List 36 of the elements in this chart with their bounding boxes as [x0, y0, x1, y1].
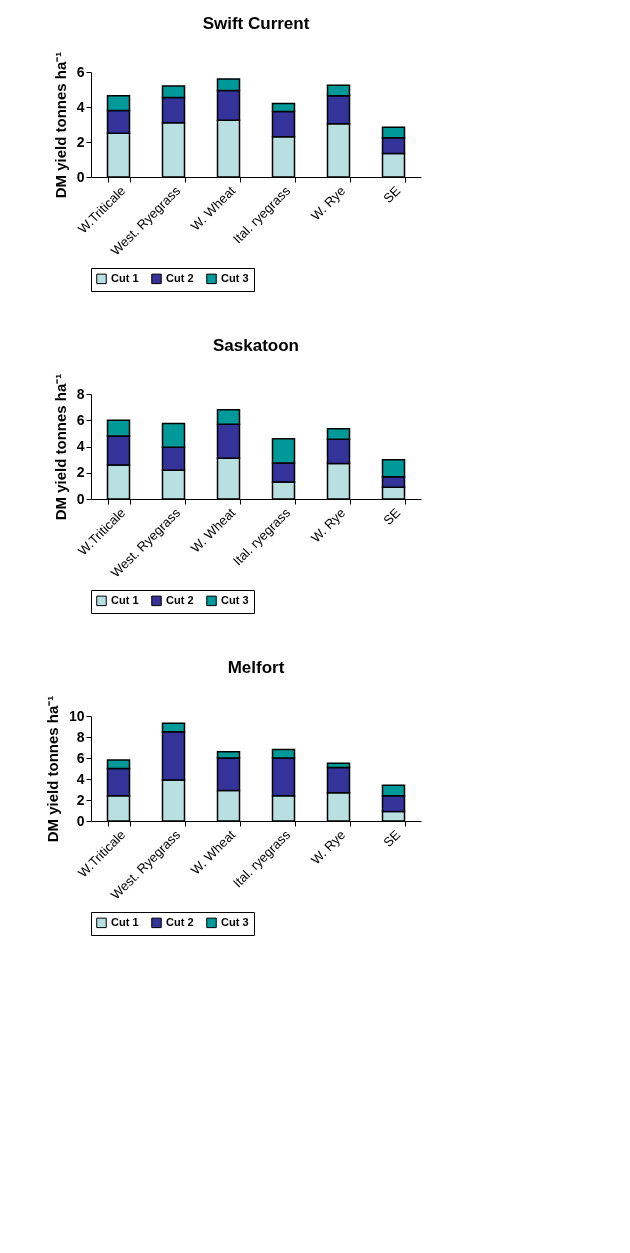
- x-tick-label: SE: [380, 826, 404, 850]
- legend-label: Cut 3: [221, 915, 249, 928]
- y-axis-title: DM yield tonnes ha⁻¹: [43, 695, 61, 843]
- chart-title: Swift Current: [202, 14, 310, 34]
- legend-label: Cut 2: [166, 915, 194, 928]
- y-tick-label: 4: [76, 98, 85, 115]
- legend-label: Cut 1: [111, 593, 139, 606]
- y-tick-label: 2: [76, 464, 85, 481]
- y-tick-label: 0: [76, 168, 85, 185]
- y-tick-label: 0: [76, 490, 85, 507]
- x-tick-label: SE: [380, 182, 404, 206]
- legend-label: Cut 2: [166, 271, 194, 284]
- x-tick-label: W. Rye: [307, 183, 349, 224]
- y-tick-label: 6: [76, 411, 85, 428]
- chart-title: Melfort: [227, 658, 285, 678]
- y-tick-label: 2: [76, 791, 85, 808]
- y-tick-label: 4: [76, 770, 85, 787]
- legend-label: Cut 1: [111, 271, 139, 284]
- y-tick-label: 2: [76, 133, 85, 150]
- y-tick-label: 4: [76, 438, 85, 454]
- legend-label: Cut 3: [221, 593, 249, 606]
- y-tick-label: 0: [76, 812, 85, 829]
- x-tick-label: W. Rye: [307, 827, 349, 868]
- x-tick-label: SE: [380, 504, 404, 528]
- legend-label: Cut 3: [221, 271, 249, 284]
- y-tick-label: 6: [76, 63, 85, 80]
- y-tick-label: 8: [76, 728, 85, 745]
- legend-label: Cut 1: [111, 915, 139, 928]
- y-axis-title: DM yield tonnes ha⁻¹: [51, 51, 69, 199]
- legend-label: Cut 2: [166, 593, 194, 606]
- x-tick-label: W. Rye: [307, 505, 349, 546]
- y-tick-label: 6: [76, 749, 85, 766]
- y-tick-label: 8: [76, 385, 85, 402]
- chart-title: Saskatoon: [213, 336, 299, 356]
- y-axis-title: DM yield tonnes ha⁻¹: [51, 373, 69, 521]
- y-tick-label: 10: [68, 707, 85, 724]
